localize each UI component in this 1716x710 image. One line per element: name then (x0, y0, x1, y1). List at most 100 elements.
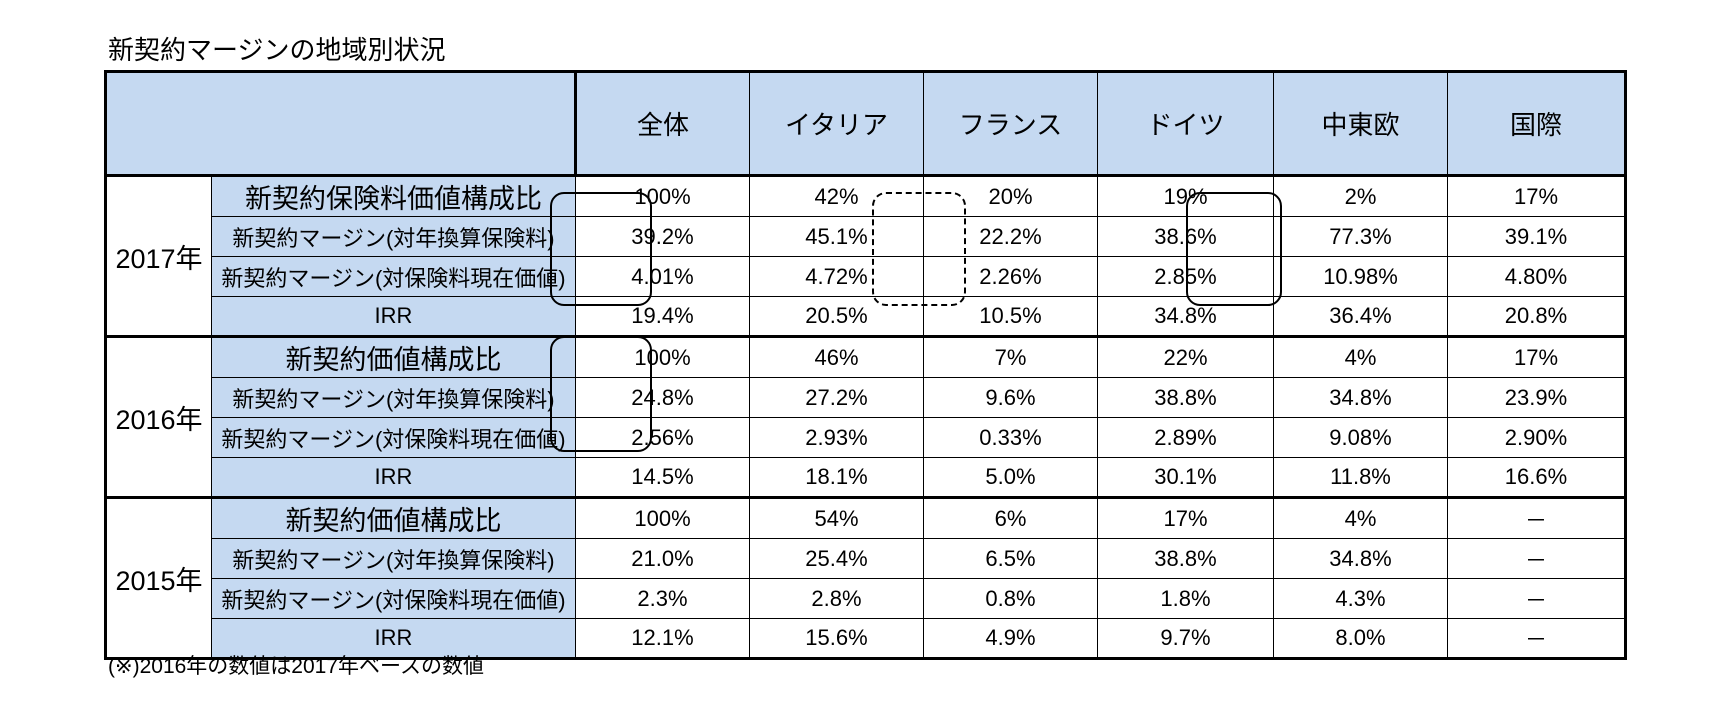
column-header-total: 全体 (575, 71, 750, 176)
value-cell-international: 20.8% (1447, 296, 1626, 337)
value-cell-international: 17% (1447, 335, 1626, 378)
year-cell: 2017年 (105, 174, 212, 337)
value-cell-france: 20% (923, 174, 1098, 217)
year-cell: 2015年 (105, 496, 212, 659)
table-row: 新契約マージン(対年換算保険料) 24.8% 27.2% 9.6% 38.8% 34.8%… (106, 377, 1626, 418)
row-label: IRR (211, 457, 576, 498)
table-row: 新契約マージン(対保険料現在価値) 4.01% 4.72% 2.26% 2.85% 10.… (106, 256, 1626, 297)
value-cell-italy: 54% (749, 496, 924, 539)
value-cell-total: 12.1% (575, 618, 750, 659)
value-cell-italy: 27.2% (749, 377, 924, 418)
column-header-france: フランス (923, 71, 1098, 176)
table-row: 新契約マージン(対保険料現在価値) 2.3% 2.8% 0.8% 1.8% 4.3% － (106, 578, 1626, 619)
row-label: 新契約マージン(対年換算保険料) (211, 216, 576, 257)
footnote: (※)2016年の数値は2017年ベースの数値 (108, 655, 484, 678)
value-cell-italy: 2.93% (749, 417, 924, 458)
value-cell-germany: 38.6% (1097, 216, 1274, 257)
value-cell-total: 21.0% (575, 538, 750, 579)
value-cell-france: 5.0% (923, 457, 1098, 498)
value-cell-germany: 22% (1097, 335, 1274, 378)
row-label: 新契約マージン(対保険料現在価値) (211, 256, 576, 297)
header-row: 全体 イタリア フランス ドイツ 中東欧 国際 (105, 71, 1626, 176)
value-cell-germany: 1.8% (1097, 578, 1274, 619)
value-cell-international: － (1447, 578, 1626, 619)
value-cell-total: 100% (575, 174, 750, 217)
value-cell-germany: 34.8% (1097, 296, 1274, 337)
value-cell-italy: 18.1% (749, 457, 924, 498)
row-label: 新契約マージン(対保険料現在価値) (211, 578, 576, 619)
table-row: IRR 12.1% 15.6% 4.9% 9.7% 8.0% － (106, 618, 1626, 659)
value-cell-germany: 19% (1097, 174, 1274, 217)
value-cell-cee: 36.4% (1273, 296, 1448, 337)
value-cell-total: 100% (575, 335, 750, 378)
value-cell-france: 6% (923, 496, 1098, 539)
value-cell-total: 2.56% (575, 417, 750, 458)
value-cell-france: 9.6% (923, 377, 1098, 418)
row-label: 新契約マージン(対保険料現在価値) (211, 417, 576, 458)
value-cell-italy: 46% (749, 335, 924, 378)
value-cell-cee: 2% (1273, 174, 1448, 217)
row-label: 新契約保険料価値構成比 (211, 174, 576, 217)
value-cell-international: － (1447, 538, 1626, 579)
value-cell-france: 7% (923, 335, 1098, 378)
value-cell-germany: 38.8% (1097, 377, 1274, 418)
value-cell-total: 14.5% (575, 457, 750, 498)
value-cell-italy: 15.6% (749, 618, 924, 659)
value-cell-italy: 25.4% (749, 538, 924, 579)
header-corner-cell (105, 71, 577, 176)
value-cell-international: 17% (1447, 174, 1626, 217)
value-cell-cee: 4% (1273, 335, 1448, 378)
value-cell-international: 4.80% (1447, 256, 1626, 297)
value-cell-total: 2.3% (575, 578, 750, 619)
value-cell-international: － (1447, 618, 1626, 659)
column-header-germany: ドイツ (1097, 71, 1274, 176)
table-row: IRR 14.5% 18.1% 5.0% 30.1% 11.8% 16.6% (106, 457, 1626, 498)
table-row: 新契約マージン(対年換算保険料) 39.2% 45.1% 22.2% 38.6% 77.3… (106, 216, 1626, 257)
value-cell-italy: 45.1% (749, 216, 924, 257)
row-label: 新契約価値構成比 (211, 335, 576, 378)
row-label: 新契約マージン(対年換算保険料) (211, 377, 576, 418)
value-cell-germany: 2.85% (1097, 256, 1274, 297)
table-title: 新契約マージンの地域別状況 (108, 35, 446, 65)
value-cell-germany: 38.8% (1097, 538, 1274, 579)
value-cell-total: 100% (575, 496, 750, 539)
value-cell-france: 6.5% (923, 538, 1098, 579)
value-cell-international: 16.6% (1447, 457, 1626, 498)
column-header-italy: イタリア (749, 71, 924, 176)
value-cell-cee: 4.3% (1273, 578, 1448, 619)
row-label: 新契約マージン(対年換算保険料) (211, 538, 576, 579)
value-cell-italy: 2.8% (749, 578, 924, 619)
value-cell-france: 2.26% (923, 256, 1098, 297)
value-cell-cee: 34.8% (1273, 538, 1448, 579)
value-cell-total: 39.2% (575, 216, 750, 257)
value-cell-france: 4.9% (923, 618, 1098, 659)
value-cell-cee: 34.8% (1273, 377, 1448, 418)
table-row: IRR 19.4% 20.5% 10.5% 34.8% 36.4% 20.8% (106, 296, 1626, 337)
value-cell-total: 19.4% (575, 296, 750, 337)
new-business-margin-table: 全体 イタリア フランス ドイツ 中東欧 国際 2017年 新契約保険料価値構成比… (104, 70, 1627, 660)
value-cell-germany: 30.1% (1097, 457, 1274, 498)
value-cell-international: 23.9% (1447, 377, 1626, 418)
row-label: 新契約価値構成比 (211, 496, 576, 539)
table-row: 2016年 新契約価値構成比 100% 46% 7% 22% 4% 17% (105, 335, 1626, 498)
value-cell-france: 0.8% (923, 578, 1098, 619)
value-cell-international: 2.90% (1447, 417, 1626, 458)
table-row: 2015年 新契約価値構成比 100% 54% 6% 17% 4% － (105, 496, 1626, 659)
value-cell-cee: 10.98% (1273, 256, 1448, 297)
row-label: IRR (211, 296, 576, 337)
table-row: 新契約マージン(対保険料現在価値) 2.56% 2.93% 0.33% 2.89% 9.0… (106, 417, 1626, 458)
value-cell-cee: 9.08% (1273, 417, 1448, 458)
value-cell-international: 39.1% (1447, 216, 1626, 257)
value-cell-italy: 20.5% (749, 296, 924, 337)
value-cell-total: 4.01% (575, 256, 750, 297)
value-cell-total: 24.8% (575, 377, 750, 418)
table-row: 新契約マージン(対年換算保険料) 21.0% 25.4% 6.5% 38.8% 34.8%… (106, 538, 1626, 579)
value-cell-italy: 4.72% (749, 256, 924, 297)
row-label: IRR (211, 618, 576, 659)
value-cell-cee: 4% (1273, 496, 1448, 539)
value-cell-germany: 2.89% (1097, 417, 1274, 458)
year-cell: 2016年 (105, 335, 212, 498)
column-header-international: 国際 (1447, 71, 1626, 176)
value-cell-cee: 77.3% (1273, 216, 1448, 257)
value-cell-france: 0.33% (923, 417, 1098, 458)
